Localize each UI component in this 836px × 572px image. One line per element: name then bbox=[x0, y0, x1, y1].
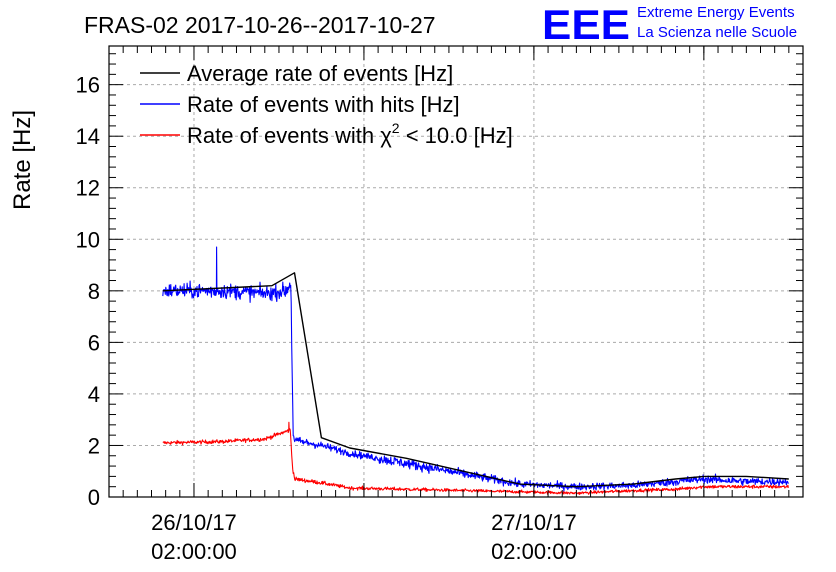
logo-line-2: La Scienza nelle Scuole bbox=[637, 24, 797, 41]
y-tick-label: 2 bbox=[88, 433, 100, 458]
x-tick-label-time: 02:00:00 bbox=[151, 539, 237, 564]
legend-text-suffix: < 10.0 [Hz] bbox=[400, 123, 513, 148]
series-line-0 bbox=[162, 272, 789, 488]
y-tick-label: 0 bbox=[88, 485, 100, 510]
y-axis-label: Rate [Hz] bbox=[9, 110, 36, 210]
series-line-1 bbox=[162, 246, 789, 492]
legend-label-2: Rate of events with χ2 < 10.0 [Hz] bbox=[187, 120, 513, 148]
eee-logo: EEE Extreme Energy Events La Scienza nel… bbox=[542, 1, 797, 48]
x-tick-label-time: 02:00:00 bbox=[491, 539, 577, 564]
y-axis: 0 2 4 6 8 10 12 14 16 bbox=[76, 53, 803, 510]
legend: Average rate of events [Hz] Rate of event… bbox=[140, 61, 513, 148]
series-group bbox=[162, 246, 789, 496]
legend-label-0: Average rate of events [Hz] bbox=[187, 61, 453, 86]
eee-logo-mark: EEE bbox=[542, 1, 630, 48]
legend-text-2: Rate of events with bbox=[187, 123, 380, 148]
y-tick-label: 8 bbox=[88, 279, 100, 304]
y-tick-label: 10 bbox=[76, 227, 100, 252]
y-tick-label: 6 bbox=[88, 330, 100, 355]
chi-symbol: χ bbox=[380, 123, 392, 148]
legend-text-1: Rate of events with hits [Hz] bbox=[187, 92, 460, 117]
series-line-2 bbox=[162, 421, 789, 496]
chart-title: FRAS-02 2017-10-26--2017-10-27 bbox=[84, 12, 436, 38]
y-tick-label: 16 bbox=[76, 73, 100, 98]
y-tick-label: 12 bbox=[76, 176, 100, 201]
x-tick-label-date: 26/10/17 bbox=[151, 510, 237, 535]
y-tick-label: 4 bbox=[88, 382, 100, 407]
legend-label-1: Rate of events with hits [Hz] bbox=[187, 92, 460, 117]
x-axis: 26/10/17 02:00:00 27/10/17 02:00:00 bbox=[122, 46, 790, 564]
chi-superscript: 2 bbox=[392, 120, 400, 136]
legend-text-0: Average rate of events [Hz] bbox=[187, 61, 453, 86]
logo-line-1: Extreme Energy Events bbox=[637, 4, 795, 21]
x-tick-label-date: 27/10/17 bbox=[491, 510, 577, 535]
y-tick-label: 14 bbox=[76, 124, 100, 149]
plot-frame bbox=[108, 45, 804, 498]
